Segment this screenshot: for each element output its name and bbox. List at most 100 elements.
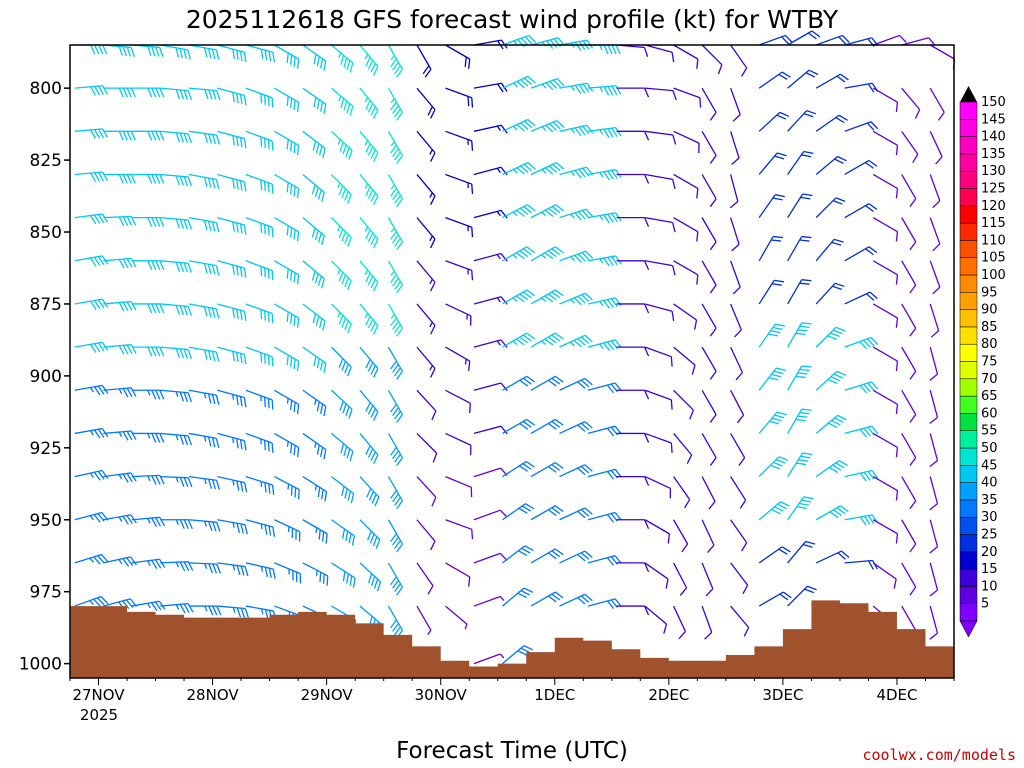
y-tick-label: 850 <box>30 223 62 243</box>
wind-barb <box>559 124 594 137</box>
wind-barb <box>616 389 650 400</box>
wind-barb <box>929 303 940 338</box>
wind-barb <box>188 44 220 60</box>
wind-barb <box>929 562 939 597</box>
wind-barb <box>530 289 564 305</box>
wind-barb <box>131 260 165 271</box>
wind-barb <box>530 375 564 391</box>
colorbar-min-arrow <box>959 620 978 638</box>
wind-barb <box>445 432 472 456</box>
wind-barb <box>188 87 221 101</box>
wind-barb <box>416 44 432 78</box>
wind-barb <box>387 562 403 596</box>
wind-barb <box>103 87 136 98</box>
wind-barb <box>673 260 699 285</box>
wind-barb <box>274 217 300 242</box>
wind-barb <box>188 346 220 362</box>
wind-barb <box>815 34 850 46</box>
plot-frame <box>69 44 955 679</box>
x-axis: 27NOV 28NOV 29NOV 30NOV 1DEC 2DEC 3DEC 4DEC <box>69 678 955 704</box>
colorbar-tick-label: 95 <box>981 285 998 300</box>
colorbar-swatch <box>959 482 978 501</box>
wind-barb <box>644 605 668 634</box>
colorbar-swatch <box>959 516 978 535</box>
wind-barb <box>787 365 812 391</box>
wind-barb <box>473 509 508 521</box>
wind-barb <box>274 173 300 199</box>
wind-barb <box>901 217 917 251</box>
wind-barb <box>131 130 165 141</box>
wind-barb <box>787 150 814 175</box>
wind-barb <box>758 279 785 305</box>
wind-barb <box>359 174 379 206</box>
wind-barb <box>359 217 379 249</box>
wind-barb <box>616 260 650 271</box>
colorbar-swatch <box>959 170 978 189</box>
wind-barb <box>844 469 879 482</box>
wind-barb <box>416 476 437 507</box>
wind-barb <box>872 87 899 113</box>
wind-barb <box>530 246 564 262</box>
wind-barb <box>416 432 438 463</box>
wind-barb <box>302 519 328 544</box>
wind-barb <box>872 432 899 458</box>
credit-text: coolwx.com/models <box>862 746 1016 764</box>
wind-barb <box>787 452 813 477</box>
wind-barb <box>160 602 194 614</box>
wind-barb <box>188 389 220 405</box>
wind-barb <box>359 433 379 465</box>
wind-barb <box>74 384 109 396</box>
wind-barb <box>815 505 849 521</box>
wind-barb <box>416 605 432 635</box>
wind-barb <box>787 585 817 607</box>
wind-barb <box>815 282 845 305</box>
wind-barb <box>673 44 699 69</box>
colorbar-tick-label: 120 <box>981 199 1006 214</box>
wind-barb <box>445 389 471 414</box>
wind-barb <box>530 77 565 91</box>
wind-barb <box>330 130 353 160</box>
wind-barb <box>644 389 673 410</box>
colorbar-swatch <box>959 603 978 622</box>
wind-barb <box>872 476 899 501</box>
colorbar-tick-label: 130 <box>981 164 1006 179</box>
wind-barb <box>445 303 472 326</box>
wind-barb <box>330 389 353 419</box>
wind-barb <box>387 346 403 380</box>
wind-barb <box>74 595 109 607</box>
wind-barb <box>473 124 508 134</box>
colorbar-tick-label: 140 <box>981 130 1006 145</box>
wind-barb <box>844 425 879 438</box>
wind-barb <box>387 87 403 121</box>
wind-barb <box>188 432 220 449</box>
wind-barb <box>901 346 917 380</box>
wind-barb <box>872 173 899 199</box>
wind-barb <box>587 168 622 181</box>
wind-barb <box>473 296 508 305</box>
wind-barb <box>217 475 248 493</box>
wind-barb <box>331 519 355 546</box>
wind-barb <box>616 605 650 616</box>
wind-barb <box>188 562 221 574</box>
wind-barb <box>245 562 276 579</box>
wind-barb <box>74 85 108 96</box>
wind-barb <box>217 217 247 235</box>
wind-barb <box>730 44 748 77</box>
wind-barb <box>787 30 821 46</box>
wind-barb <box>445 217 474 238</box>
colorbar-tick-label: 110 <box>981 233 1006 248</box>
wind-barb <box>815 155 847 175</box>
colorbar-tick-label: 60 <box>981 406 998 421</box>
wind-barb <box>587 555 622 566</box>
wind-barb <box>644 562 669 589</box>
colorbar-tick-label: 25 <box>981 528 998 543</box>
colorbar-tick-label: 5 <box>981 597 989 612</box>
wind-barb <box>188 475 220 490</box>
wind-barb <box>701 346 717 380</box>
colorbar-tick-label: 80 <box>981 337 998 352</box>
wind-barb <box>901 476 917 510</box>
wind-barb <box>217 605 250 619</box>
wind-barb <box>530 505 564 521</box>
wind-barb <box>131 516 166 527</box>
